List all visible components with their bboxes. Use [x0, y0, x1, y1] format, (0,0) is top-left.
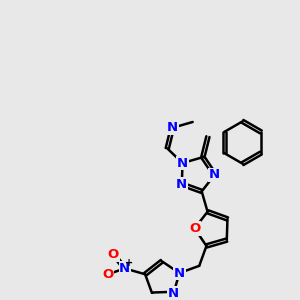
Text: N: N: [167, 121, 178, 134]
Text: O: O: [108, 248, 119, 261]
Text: O: O: [102, 268, 113, 281]
Text: +: +: [124, 258, 133, 268]
Text: N: N: [177, 157, 188, 169]
Text: N: N: [119, 262, 130, 275]
Text: N: N: [168, 287, 179, 300]
Text: N: N: [176, 178, 188, 191]
Text: N: N: [209, 168, 220, 181]
Text: N: N: [174, 267, 185, 280]
Text: O: O: [189, 222, 200, 235]
